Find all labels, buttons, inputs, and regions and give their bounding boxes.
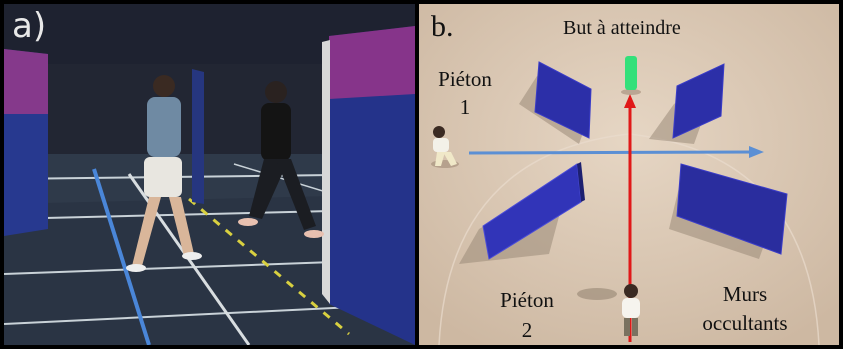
pedestrian-1-arrowhead bbox=[749, 146, 764, 158]
pedestrian-1-number: 1 bbox=[459, 95, 471, 119]
walker-black-shirt bbox=[238, 81, 324, 238]
goal-label: But à atteindre bbox=[563, 17, 681, 39]
floor-line-blue bbox=[92, 168, 151, 345]
walls-label: Murs bbox=[722, 282, 768, 306]
floor-line-yellow bbox=[188, 197, 350, 336]
panel-b-diagram: b. But à atteindre Piéton 1 Piéton 2 Mur… bbox=[419, 4, 839, 345]
pedestrian-1-path bbox=[468, 150, 758, 155]
pedestrian-2-figure bbox=[577, 284, 640, 336]
wall-top-right bbox=[672, 63, 725, 139]
pedestrian-1-figure bbox=[431, 126, 459, 168]
pedestrian-1-label: Piéton bbox=[438, 67, 492, 91]
experiment-diagram bbox=[419, 4, 839, 345]
occluding-wall-right bbox=[329, 26, 415, 345]
panel-a-photo: a) bbox=[4, 4, 415, 345]
goal-marker bbox=[625, 56, 637, 90]
panel-b-label: b. bbox=[431, 10, 454, 43]
pedestrian-2-arrowhead bbox=[624, 94, 636, 108]
walls-label-line2: occultants bbox=[702, 311, 788, 335]
wall-bottom-right bbox=[676, 163, 788, 255]
pedestrian-2-number: 2 bbox=[521, 318, 533, 342]
panel-a-label: a) bbox=[12, 6, 47, 46]
pedestrian-2-label: Piéton bbox=[500, 288, 554, 312]
gym-scene bbox=[4, 4, 415, 345]
wall-top-left bbox=[534, 61, 592, 139]
walker-grey-shirt bbox=[126, 75, 202, 272]
